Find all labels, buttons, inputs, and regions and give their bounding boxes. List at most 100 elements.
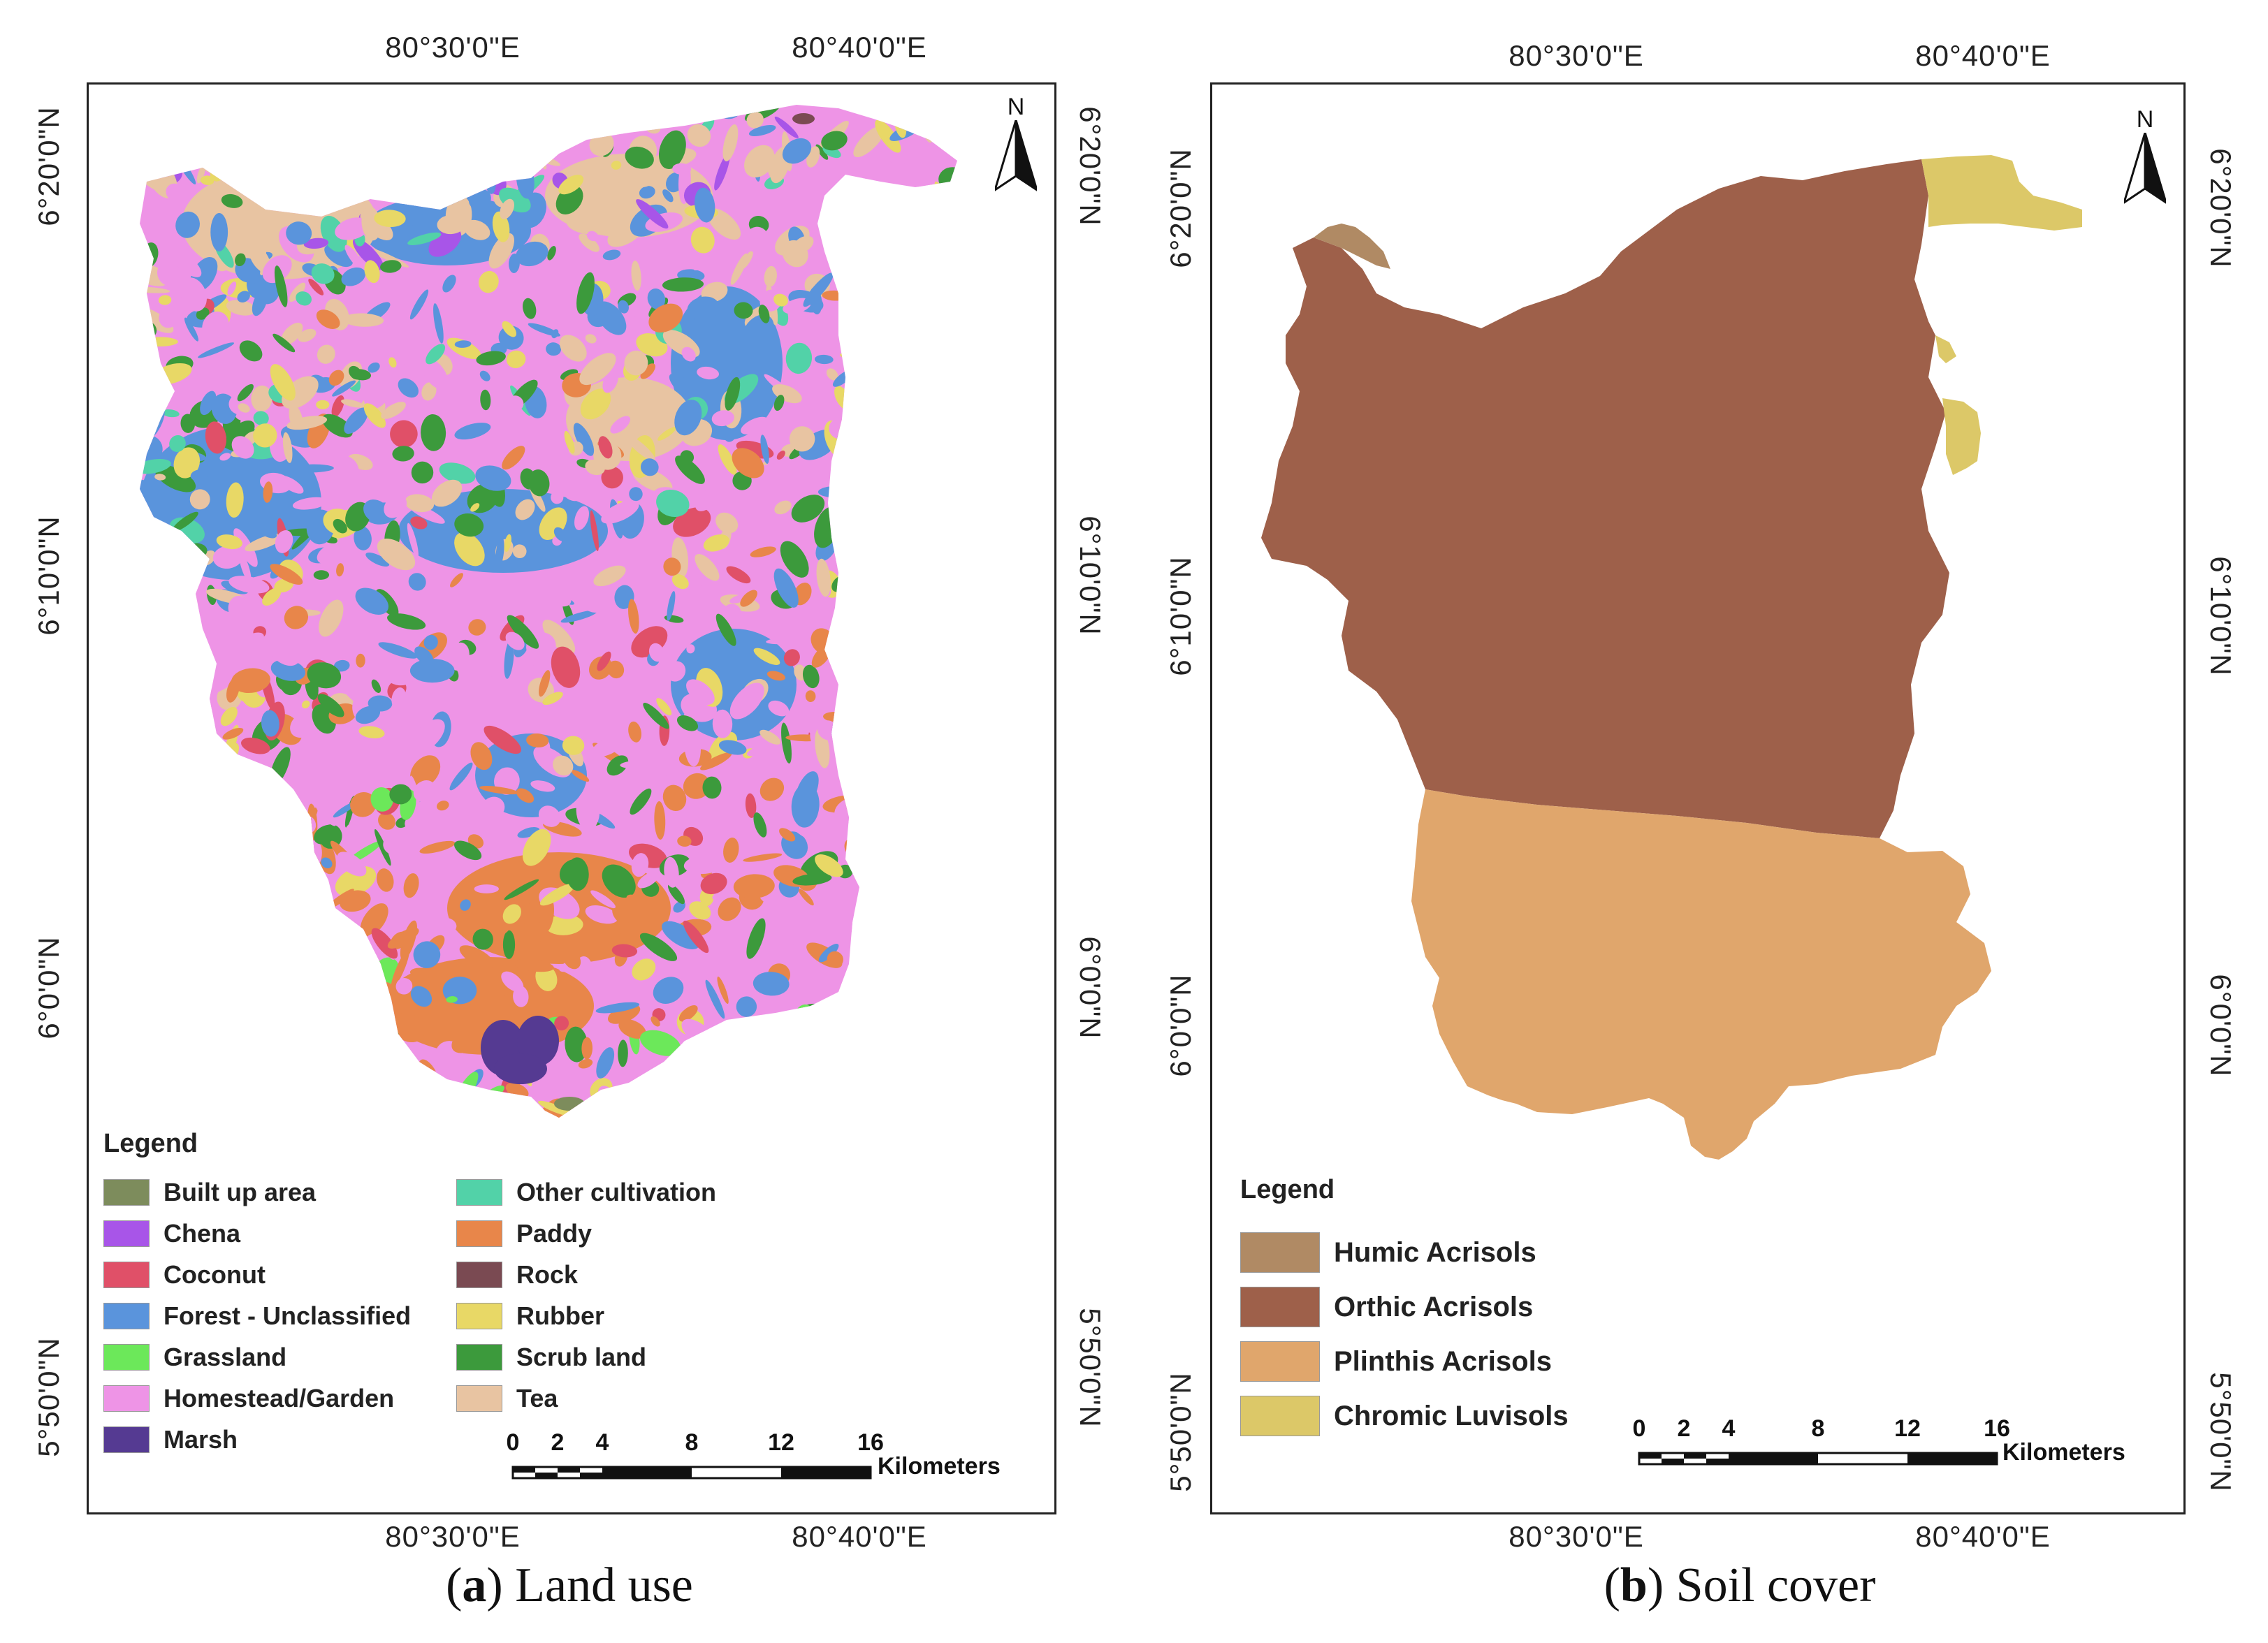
land-use-patch: [480, 389, 491, 411]
land-use-patch: [571, 580, 608, 613]
land-use-patch: [364, 747, 378, 756]
land-use-patch: [562, 474, 588, 502]
scale-tick-4: 4: [595, 1429, 609, 1456]
legend-swatch: [456, 1303, 502, 1329]
land-use-patch: [507, 615, 539, 649]
land-use-patch: [657, 426, 676, 441]
land-use-patch: [715, 613, 736, 646]
land-use-patch: [180, 414, 196, 433]
land-use-patch: [358, 726, 385, 739]
land-use-patch: [311, 263, 335, 284]
land-use-patch: [226, 677, 240, 703]
land-use-patch: [314, 824, 337, 845]
land-use-patch: [766, 636, 810, 645]
land-use-patch: [753, 648, 780, 665]
land-use-patch: [573, 423, 595, 456]
land-use-patch: [219, 453, 231, 461]
land-use-patch: [560, 610, 597, 623]
land-use-patch: [565, 1026, 588, 1063]
scale-tick-16: 16: [857, 1429, 884, 1456]
land-use-patch: [140, 479, 154, 502]
land-use-patch: [838, 910, 855, 937]
land-use-patch: [690, 226, 715, 254]
soil-region-chromic-luvisols-strip: [1935, 335, 1956, 363]
land-use-patch: [591, 735, 625, 757]
land-use-patch: [290, 464, 334, 473]
land-use-patch: [347, 743, 365, 758]
land-use-patch: [201, 175, 215, 185]
land-use-patch: [190, 469, 209, 481]
land-use-patch: [683, 723, 702, 767]
legend-item: Grassland: [103, 1343, 286, 1372]
land-use-patch: [387, 928, 419, 949]
land-use-patch: [449, 762, 473, 791]
land-use-patch: [610, 416, 631, 434]
land-use-patch: [725, 377, 741, 411]
land-use-patch: [410, 516, 428, 530]
top-longitude-label-1: 80°30'0"E: [1509, 39, 1644, 72]
land-use-patch: [736, 996, 757, 1017]
legend-item: Marsh: [103, 1425, 238, 1454]
land-use-patch: [551, 329, 559, 339]
land-use-patch: [607, 660, 625, 679]
land-use-patch: [516, 241, 548, 267]
land-use-patch: [602, 864, 636, 898]
scale-unit: Kilometers: [2002, 1439, 2125, 1466]
scale-tick-2: 2: [551, 1429, 565, 1456]
land-use-patch: [746, 918, 766, 959]
land-use-patch: [636, 199, 669, 229]
land-use-patch: [274, 245, 282, 254]
land-use-patch: [618, 1039, 628, 1067]
land-use-patch: [421, 382, 437, 401]
land-use-patch: [337, 852, 367, 877]
bottom-longitude-label-1: 80°30'0"E: [1509, 1520, 1644, 1553]
land-use-patch: [342, 313, 384, 327]
land-use-patch: [785, 342, 813, 374]
land-use-patch: [725, 365, 761, 382]
land-use-patch: [479, 370, 490, 381]
land-use-patch: [221, 193, 243, 208]
land-use-patch: [502, 930, 516, 959]
land-use-patch: [571, 770, 590, 782]
land-use-patch: [317, 540, 356, 565]
land-use-patch: [448, 642, 470, 671]
legend-swatch: [456, 1385, 502, 1412]
land-use-patch: [656, 698, 672, 716]
land-use-patch: [433, 917, 457, 934]
land-use-patch: [516, 884, 540, 907]
land-use-patch: [390, 420, 418, 448]
land-use-patch: [607, 163, 629, 184]
land-use-patch: [558, 175, 584, 195]
land-use-patch: [672, 163, 692, 175]
land-use-patch: [723, 604, 741, 621]
land-use-patch: [639, 186, 655, 199]
land-use-patch: [779, 828, 796, 842]
legend-item: Orthic Acrisols: [1240, 1287, 1533, 1327]
land-use-patch: [157, 261, 181, 286]
land-use-patch: [231, 668, 270, 694]
scale-tick-0: 0: [506, 1429, 520, 1456]
land-use-patch: [348, 365, 362, 380]
land-use-patch: [428, 811, 446, 835]
land-use-patch-marsh: [494, 1053, 547, 1084]
land-use-patch: [332, 380, 356, 397]
land-use-patch: [678, 1005, 698, 1022]
land-use-patch: [680, 450, 695, 464]
land-use-patch-rock: [792, 113, 815, 124]
land-use-patch: [564, 430, 575, 454]
land-use-patch: [574, 506, 589, 530]
land-use-patch: [504, 638, 514, 679]
land-use-patch: [630, 788, 652, 815]
land-use-patch: [566, 216, 604, 235]
land-use-patch: [408, 573, 426, 591]
land-use-patch: [686, 679, 715, 705]
land-use-patch: [799, 889, 814, 906]
land-use-patch: [821, 131, 848, 151]
land-use-patch: [733, 874, 775, 899]
land-use-patch: [460, 312, 486, 336]
land-use-patch: [444, 689, 463, 707]
land-use-patch: [498, 326, 524, 350]
land-use-patch: [222, 727, 244, 740]
land-use-patch: [705, 979, 725, 1019]
land-use-patch: [460, 899, 471, 911]
